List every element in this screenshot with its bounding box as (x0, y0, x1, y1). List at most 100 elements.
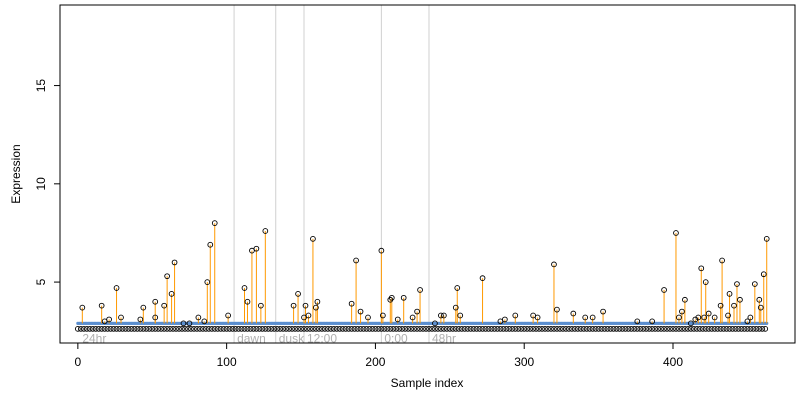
data-point (232, 326, 239, 332)
data-point (757, 304, 764, 311)
data-point (399, 326, 406, 332)
data-point (265, 326, 272, 332)
data-point (197, 326, 203, 332)
data-point (205, 326, 212, 332)
data-point (101, 326, 108, 332)
data-point (310, 235, 316, 242)
annotation-lines (233, 5, 430, 343)
data-point (336, 326, 343, 332)
data-point (649, 326, 656, 332)
data-point (319, 326, 325, 332)
y-axis: 5 10 15 (34, 79, 61, 285)
data-point (577, 326, 584, 332)
data-point (277, 326, 284, 332)
data-point (711, 326, 718, 332)
data-point (518, 326, 525, 332)
data-point (286, 326, 292, 332)
data-point (354, 326, 361, 332)
data-point (616, 326, 623, 332)
data-point (314, 298, 321, 305)
x-axis: 0 100 200 300 400 (75, 342, 683, 369)
data-point (104, 326, 111, 332)
data-point (747, 326, 754, 332)
data-point (479, 275, 486, 282)
data-point (655, 326, 661, 332)
data-point (534, 314, 541, 321)
data-point (295, 326, 301, 332)
data-point (533, 326, 539, 332)
data-point (619, 326, 626, 332)
data-point (512, 326, 519, 332)
data-point (188, 326, 194, 332)
data-point (762, 326, 769, 332)
data-point (673, 326, 679, 332)
data-point (753, 326, 760, 332)
data-point (417, 326, 423, 332)
data-point (348, 326, 355, 332)
data-point (604, 326, 611, 332)
data-point (500, 326, 507, 332)
data-point (290, 302, 297, 309)
data-point (717, 326, 724, 332)
data-point (751, 281, 758, 287)
data-point (699, 326, 706, 332)
data-point (357, 326, 364, 332)
data-point (204, 279, 211, 285)
annotation-label: 24hr (82, 331, 106, 345)
data-point (750, 326, 757, 332)
data-point (208, 326, 215, 332)
x-tick-label: 200 (365, 355, 385, 369)
data-point (168, 291, 175, 297)
data-point (735, 326, 742, 332)
data-point (521, 326, 528, 332)
data-point (301, 326, 307, 332)
data-point (310, 326, 316, 332)
data-point (457, 312, 464, 319)
data-point (381, 326, 388, 332)
data-point (524, 326, 531, 332)
data-point (598, 326, 605, 332)
data-point (601, 326, 608, 332)
data-point (747, 314, 754, 321)
data-point (688, 320, 694, 327)
data-point (512, 312, 519, 319)
data-point (313, 304, 319, 311)
data-point (83, 326, 90, 332)
y-tick-label: 15 (34, 79, 48, 93)
data-point (482, 326, 489, 332)
x-tick-label: 300 (514, 355, 534, 369)
data-point (600, 308, 606, 315)
data-point (613, 326, 620, 332)
data-point (429, 326, 435, 332)
data-point (435, 326, 441, 332)
data-point (685, 326, 691, 332)
data-point (631, 326, 638, 332)
data-point (405, 326, 412, 332)
data-point (113, 285, 120, 291)
data-point (77, 326, 84, 332)
data-point (244, 298, 251, 305)
data-point (676, 314, 682, 321)
data-point (679, 308, 685, 315)
data-point (545, 326, 551, 332)
data-point (503, 326, 510, 332)
data-point (551, 261, 557, 268)
data-point (131, 326, 138, 332)
data-point (467, 326, 474, 332)
data-point (634, 326, 641, 332)
data-point (679, 326, 685, 332)
data-point (646, 326, 653, 332)
data-point (763, 235, 770, 242)
data-point (357, 308, 364, 315)
data-point (396, 326, 403, 332)
data-point (701, 314, 708, 321)
data-point (366, 326, 373, 332)
data-point (420, 326, 426, 332)
data-point (384, 326, 391, 332)
data-point (149, 326, 156, 332)
data-point (268, 326, 275, 332)
data-point (256, 326, 263, 332)
data-point (137, 316, 144, 323)
data-point (118, 314, 124, 321)
